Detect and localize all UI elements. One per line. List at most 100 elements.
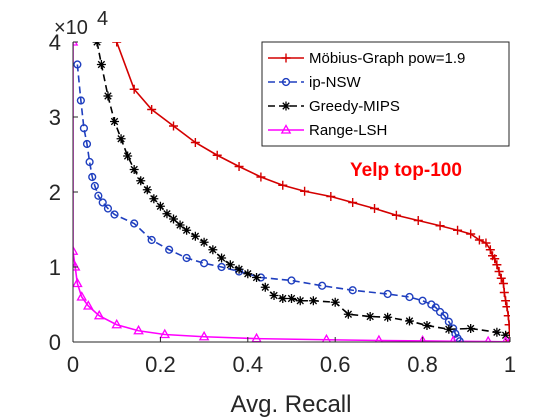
legend-label-2: Greedy-MIPS	[309, 98, 400, 115]
data-point-s3-7	[111, 318, 123, 329]
data-point-s3-6	[93, 309, 105, 320]
data-point-s2-1	[96, 60, 106, 69]
data-point-s1-10	[110, 210, 119, 219]
data-point-s3-9	[159, 328, 171, 339]
data-point-s2-15	[190, 231, 200, 241]
legend-items: Möbius-Graph pow=1.9 ip-NSW Greedy-MIPS Ran…	[268, 50, 465, 139]
data-point-s2-27	[295, 296, 305, 306]
data-point-s0-22	[490, 254, 500, 264]
data-point-s1-7	[94, 191, 103, 200]
x-tick-label-4: 0.8	[407, 352, 438, 377]
data-point-s0-20	[485, 245, 495, 255]
data-point-s1-15	[200, 259, 209, 268]
data-point-s2-33	[404, 316, 414, 326]
data-point-s0-24	[494, 267, 504, 276]
data-point-s0-19	[481, 238, 491, 248]
data-point-s0-8	[278, 180, 288, 190]
data-point-s2-12	[169, 214, 179, 224]
data-point-s1-23	[405, 292, 414, 302]
data-point-s2-30	[343, 309, 353, 319]
data-point-s0-31	[504, 320, 510, 330]
data-point-s3-4	[76, 291, 88, 301]
data-point-s1-3	[82, 139, 92, 149]
data-point-s2-2	[103, 91, 113, 101]
data-point-s2-18	[217, 253, 227, 263]
data-point-s2-5	[123, 151, 133, 161]
data-point-s1-13	[165, 245, 174, 254]
data-point-s2-22	[252, 273, 262, 282]
x-tick-label-1: 0.2	[145, 352, 176, 377]
data-point-s1-11	[130, 219, 139, 228]
data-point-s2-37	[492, 327, 502, 337]
legend-box	[261, 41, 510, 147]
legend-label-1: ip-NSW	[309, 74, 362, 91]
markers-layer	[73, 42, 510, 342]
data-point-s1-16	[217, 262, 226, 272]
y-tick-label-1: 1	[49, 255, 61, 280]
data-point-s1-6	[90, 181, 99, 191]
data-point-s0-26	[498, 279, 508, 288]
legend-marker-1	[281, 77, 291, 87]
data-point-s0-3	[169, 121, 179, 131]
data-point-s0-12	[370, 204, 380, 213]
data-point-s2-19	[225, 260, 235, 270]
data-point-s2-20	[234, 264, 244, 274]
data-point-s2-4	[116, 134, 126, 144]
data-point-s0-4	[190, 138, 200, 147]
data-point-s2-13	[175, 220, 185, 230]
data-point-s2-31	[365, 312, 375, 321]
data-point-s3-15	[449, 335, 457, 342]
data-point-s0-0	[112, 42, 122, 47]
data-point-s2-14	[182, 225, 192, 235]
data-point-s2-29	[330, 297, 340, 307]
data-point-s2-35	[444, 324, 454, 334]
annotation-label: Yelp top-100	[350, 160, 462, 181]
data-point-s2-8	[142, 185, 152, 195]
data-point-s2-9	[149, 194, 159, 204]
data-point-s1-28	[440, 311, 449, 320]
data-point-s3-1	[73, 245, 79, 255]
data-point-s3-16	[484, 335, 492, 342]
data-point-s0-2	[147, 105, 157, 114]
data-point-s2-28	[308, 296, 318, 306]
data-point-s1-12	[147, 235, 156, 245]
data-point-s3-3	[73, 277, 83, 288]
data-point-s0-16	[453, 225, 463, 235]
legend: Möbius-Graph pow=1.9 ip-NSW Greedy-MIPS Ran…	[261, 41, 510, 147]
data-point-s0-29	[502, 302, 510, 312]
y-tick-label-0: 0	[49, 330, 61, 355]
data-point-s0-23	[492, 260, 502, 270]
data-point-s2-11	[162, 209, 172, 219]
data-point-s0-27	[499, 288, 509, 297]
data-point-s2-32	[383, 312, 393, 322]
x-axis-label: Avg. Recall	[231, 391, 352, 418]
data-point-s1-31	[451, 329, 460, 338]
data-point-s3-8	[133, 324, 144, 335]
data-point-s3-12	[321, 333, 331, 342]
data-point-s1-20	[317, 281, 327, 290]
data-point-s0-30	[503, 311, 510, 321]
data-point-s2-25	[278, 294, 288, 303]
data-point-s2-24	[269, 291, 279, 300]
legend-marker-3	[280, 124, 292, 134]
data-point-s0-18	[474, 235, 484, 245]
data-point-s0-17	[466, 229, 476, 239]
data-point-s3-18	[506, 336, 510, 342]
data-point-s1-19	[287, 276, 296, 285]
data-point-s1-0	[73, 60, 82, 69]
x-tick-label-3: 0.6	[320, 352, 351, 377]
x-tick-label-2: 0.4	[233, 352, 264, 377]
data-point-s1-9	[103, 204, 113, 213]
data-point-s0-15	[435, 221, 445, 231]
data-point-s3-5	[82, 300, 94, 310]
data-point-s2-10	[155, 201, 165, 211]
data-point-s2-21	[243, 269, 253, 279]
data-point-s1-4	[85, 157, 94, 167]
x-tick-label-5: 1	[504, 352, 516, 377]
data-point-s2-23	[260, 282, 270, 292]
data-point-s2-3	[110, 117, 120, 126]
data-point-s0-7	[256, 172, 266, 182]
legend-marker-0	[281, 53, 291, 63]
data-point-s0-13	[391, 210, 401, 220]
